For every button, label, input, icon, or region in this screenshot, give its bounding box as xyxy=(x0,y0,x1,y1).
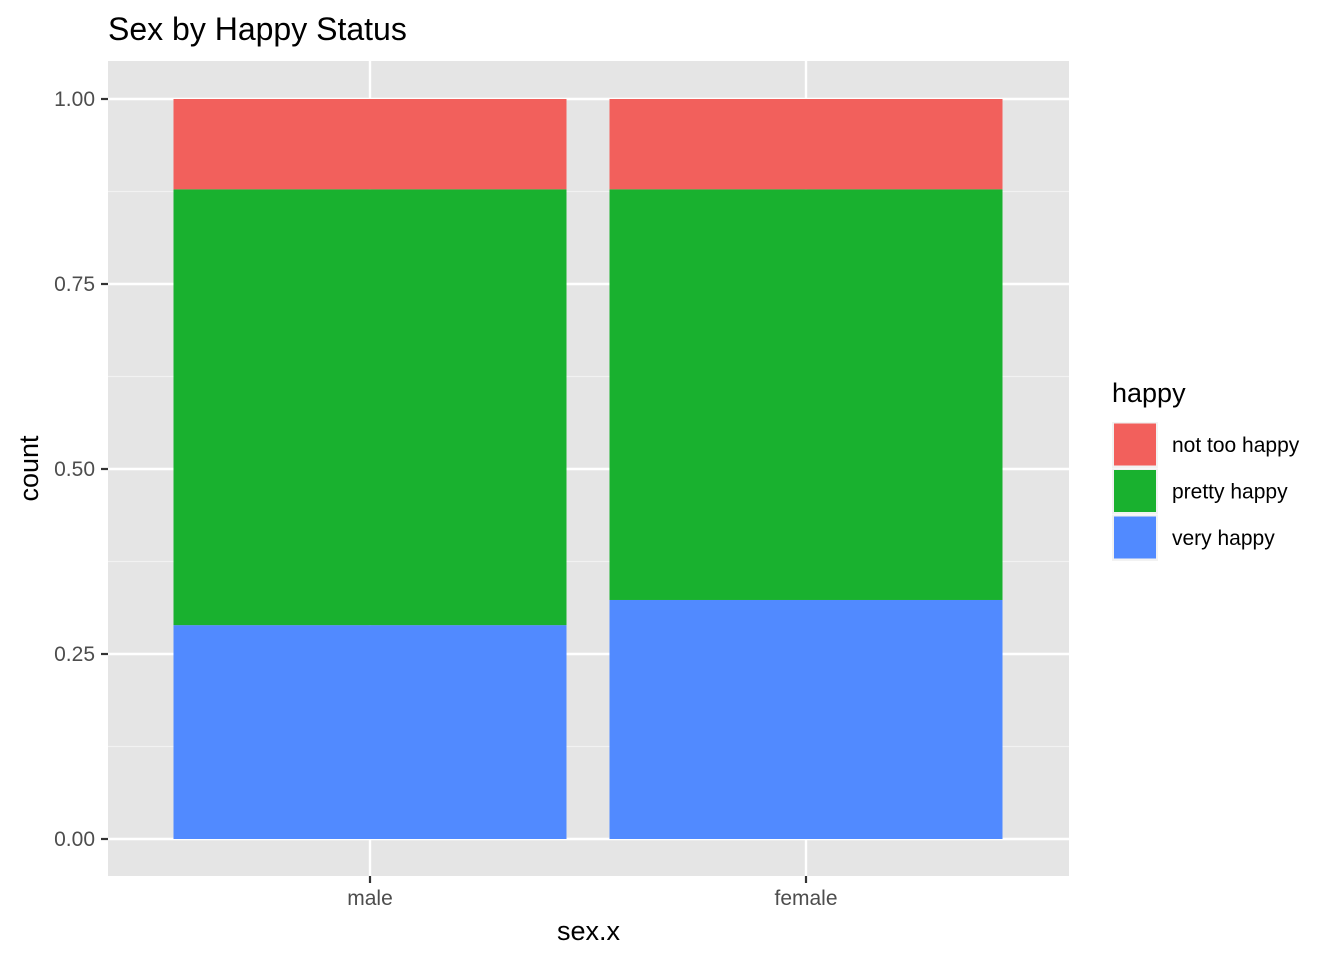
y-tick-label: 0.50 xyxy=(54,458,95,481)
y-tick-label: 1.00 xyxy=(54,88,95,111)
x-tick-label: female xyxy=(774,887,837,910)
y-tick-label: 0.00 xyxy=(54,828,95,851)
bar-male-very-happy xyxy=(173,625,567,839)
bars xyxy=(173,99,1003,839)
bar-male-pretty-happy xyxy=(173,189,567,626)
legend-swatch xyxy=(1114,516,1156,559)
legend-label: pretty happy xyxy=(1172,481,1288,504)
x-axis: male female xyxy=(347,876,838,910)
legend-swatch xyxy=(1114,470,1156,512)
y-tick-label: 0.75 xyxy=(54,273,95,296)
bar-female-not-too-happy xyxy=(609,99,1003,190)
legend: happy not too happy pretty happy very happ… xyxy=(1112,378,1300,561)
y-tick-label: 0.25 xyxy=(54,643,95,666)
bar-female-very-happy xyxy=(609,599,1003,839)
legend-label: not too happy xyxy=(1172,434,1300,457)
y-axis: 0.00 0.25 0.50 0.75 1.00 xyxy=(54,88,108,851)
legend-title: happy xyxy=(1112,378,1186,408)
bar-male-not-too-happy xyxy=(173,99,567,190)
y-axis-title: count xyxy=(14,435,44,502)
legend-swatch xyxy=(1114,423,1156,466)
legend-label: very happy xyxy=(1172,527,1275,550)
chart-title: Sex by Happy Status xyxy=(108,11,407,47)
x-axis-title: sex.x xyxy=(557,916,621,946)
x-tick-label: male xyxy=(347,887,393,910)
bar-female-pretty-happy xyxy=(609,189,1003,600)
